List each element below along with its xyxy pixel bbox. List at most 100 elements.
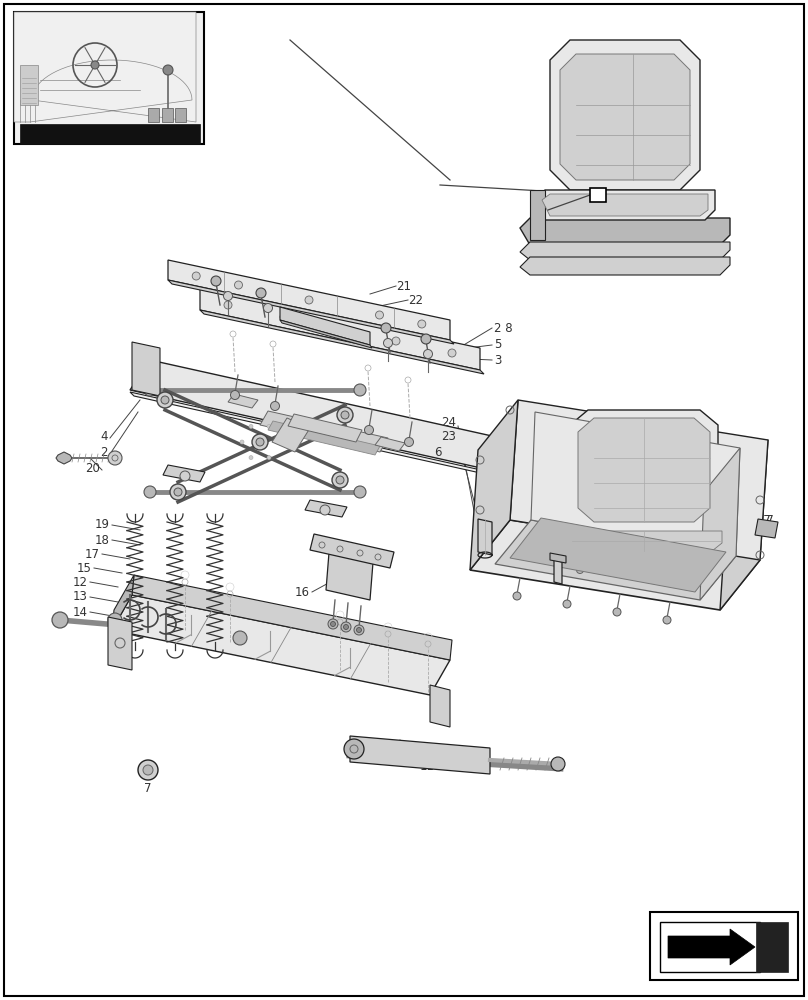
Polygon shape <box>130 360 510 470</box>
Circle shape <box>603 566 609 574</box>
Circle shape <box>271 401 280 410</box>
Circle shape <box>263 304 272 312</box>
Circle shape <box>170 484 186 500</box>
Circle shape <box>337 407 353 423</box>
Text: 1: 1 <box>595 190 601 200</box>
Circle shape <box>384 338 393 348</box>
Circle shape <box>421 334 431 344</box>
Circle shape <box>343 624 348 630</box>
Polygon shape <box>268 421 380 455</box>
Polygon shape <box>478 519 492 555</box>
Circle shape <box>616 476 621 481</box>
Polygon shape <box>14 12 204 144</box>
Circle shape <box>663 616 671 624</box>
Circle shape <box>341 622 351 632</box>
Circle shape <box>108 613 122 627</box>
Polygon shape <box>20 124 200 144</box>
Circle shape <box>423 350 432 359</box>
Polygon shape <box>756 922 788 972</box>
Text: 2: 2 <box>100 446 108 458</box>
Bar <box>650 912 798 980</box>
Polygon shape <box>228 394 258 408</box>
Circle shape <box>280 313 288 321</box>
Circle shape <box>583 468 587 474</box>
Polygon shape <box>14 12 196 122</box>
Polygon shape <box>495 520 736 600</box>
Text: 12: 12 <box>73 576 88 588</box>
Circle shape <box>330 621 335 626</box>
Polygon shape <box>280 320 372 348</box>
Circle shape <box>354 625 364 635</box>
Polygon shape <box>132 342 160 396</box>
Circle shape <box>405 438 414 446</box>
Polygon shape <box>350 736 490 774</box>
Circle shape <box>249 424 253 428</box>
Text: 2 5: 2 5 <box>566 554 585 566</box>
Polygon shape <box>554 527 730 555</box>
Circle shape <box>267 424 271 428</box>
Text: 20: 20 <box>85 462 100 475</box>
Circle shape <box>249 456 253 460</box>
Polygon shape <box>578 418 710 522</box>
Circle shape <box>91 61 99 69</box>
Polygon shape <box>108 617 132 670</box>
Polygon shape <box>560 54 690 180</box>
Text: 2 7: 2 7 <box>755 514 774 526</box>
Polygon shape <box>668 929 755 965</box>
Circle shape <box>240 440 244 444</box>
Text: 9: 9 <box>530 472 537 485</box>
Polygon shape <box>570 410 718 530</box>
Polygon shape <box>554 560 562 584</box>
Polygon shape <box>700 448 740 600</box>
Text: 19: 19 <box>95 518 110 532</box>
Polygon shape <box>430 685 450 727</box>
Bar <box>590 188 606 202</box>
Polygon shape <box>200 310 484 374</box>
Text: 2 7: 2 7 <box>752 514 771 526</box>
Polygon shape <box>20 65 38 105</box>
Circle shape <box>563 600 571 608</box>
Circle shape <box>341 411 349 419</box>
Polygon shape <box>520 257 730 275</box>
Text: 14: 14 <box>73 605 88 618</box>
Circle shape <box>163 65 173 75</box>
Circle shape <box>224 301 232 309</box>
Circle shape <box>52 612 68 628</box>
Polygon shape <box>470 520 760 610</box>
Circle shape <box>576 566 583 574</box>
Circle shape <box>174 488 182 496</box>
Circle shape <box>320 505 330 515</box>
Circle shape <box>621 484 625 488</box>
Circle shape <box>392 337 400 345</box>
Circle shape <box>157 392 173 408</box>
Text: 5: 5 <box>494 338 502 352</box>
Polygon shape <box>510 400 768 560</box>
Polygon shape <box>538 552 734 575</box>
Text: 24: 24 <box>441 416 456 428</box>
Polygon shape <box>310 534 394 568</box>
Circle shape <box>267 456 271 460</box>
Polygon shape <box>562 531 722 551</box>
Text: 16: 16 <box>295 585 310 598</box>
Circle shape <box>418 320 426 328</box>
Polygon shape <box>550 553 566 563</box>
Circle shape <box>234 281 242 289</box>
Circle shape <box>448 349 456 357</box>
Text: 10: 10 <box>420 744 435 756</box>
Circle shape <box>192 272 200 280</box>
Circle shape <box>233 631 247 645</box>
Circle shape <box>230 390 239 399</box>
Polygon shape <box>326 540 374 600</box>
Polygon shape <box>535 190 715 220</box>
Circle shape <box>513 592 521 600</box>
Circle shape <box>328 619 338 629</box>
Polygon shape <box>162 108 173 122</box>
Circle shape <box>356 628 361 633</box>
Circle shape <box>143 765 153 775</box>
Polygon shape <box>720 440 768 610</box>
Circle shape <box>376 311 384 319</box>
Circle shape <box>211 276 221 286</box>
Text: 22: 22 <box>408 294 423 306</box>
Circle shape <box>336 325 344 333</box>
Circle shape <box>144 384 156 396</box>
